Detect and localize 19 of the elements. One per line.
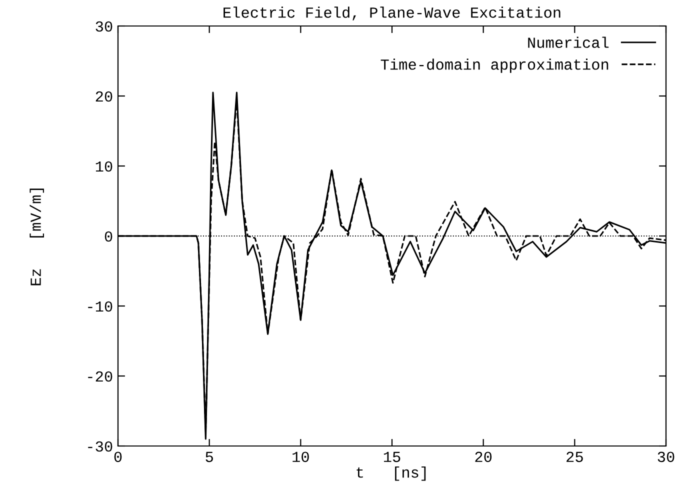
- x-tick-label: 5: [206, 452, 213, 462]
- chart-title: Electric Field, Plane-Wave Excitation: [224, 6, 560, 20]
- x-tick-label: 0: [114, 452, 122, 462]
- x-tick-label: 30: [658, 452, 674, 462]
- x-tick-label: 15: [384, 452, 400, 462]
- y-tick-label: 0: [104, 231, 112, 242]
- y-tick-label: -30: [88, 441, 112, 452]
- x-tick-label: 10: [292, 452, 309, 462]
- y-tick-label: 10: [96, 161, 112, 172]
- y-tick-label: 30: [96, 21, 112, 32]
- y-tick-label: -20: [88, 371, 112, 382]
- legend-label: Time-domain approximation: [380, 58, 608, 73]
- x-tick-label: 20: [475, 452, 492, 462]
- x-tick-label: 25: [566, 452, 583, 462]
- y-tick-label: 20: [96, 91, 112, 102]
- y-axis-title: Ez [mV/m]: [30, 188, 44, 286]
- x-axis-title: t [ns]: [356, 466, 426, 481]
- y-tick-label: -10: [88, 301, 112, 312]
- legend-label: Numerical: [528, 36, 609, 48]
